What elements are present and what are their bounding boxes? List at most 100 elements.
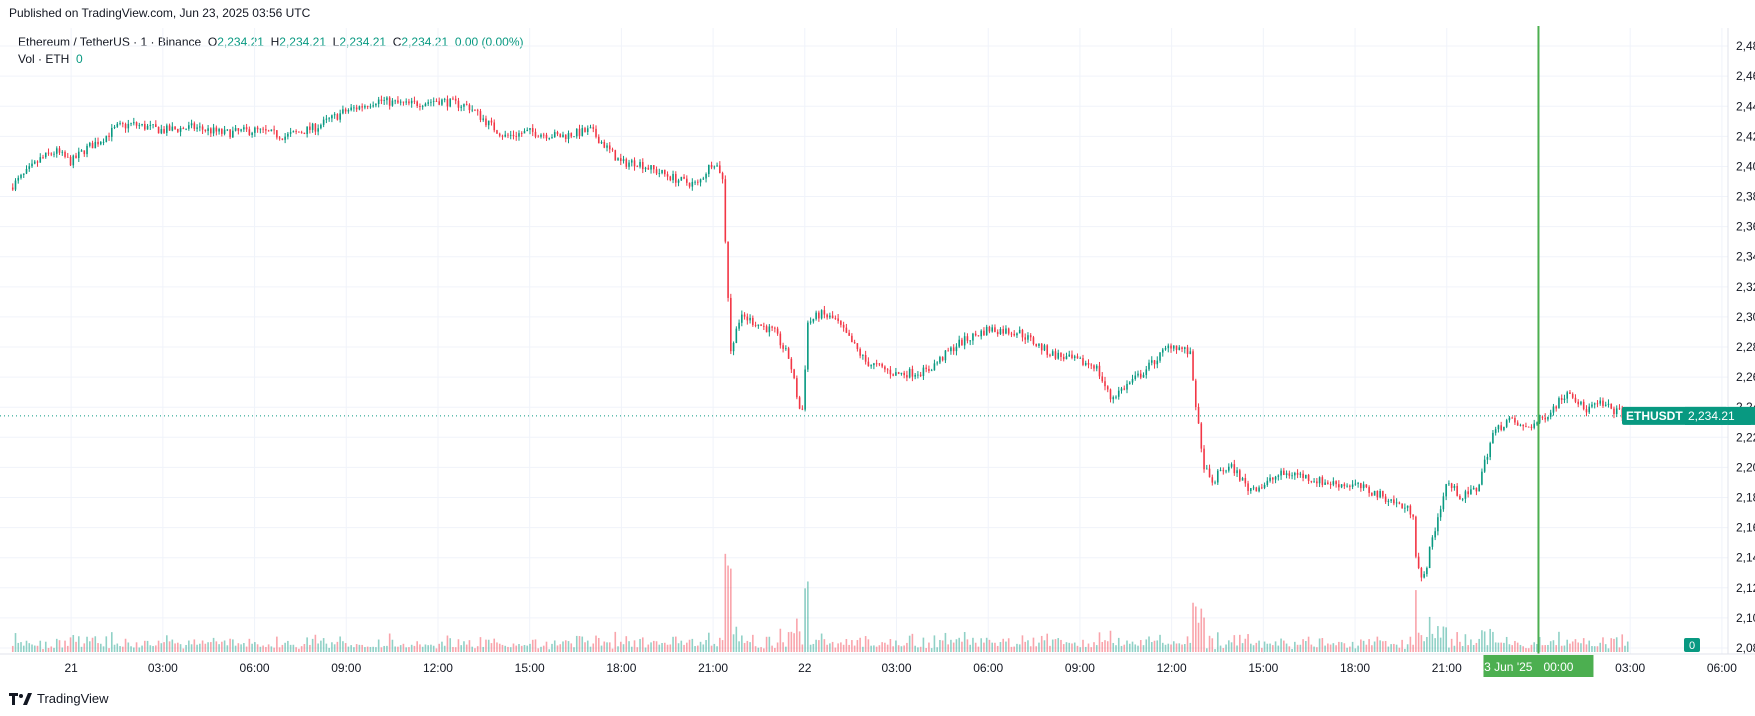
candle-body: [174, 126, 176, 130]
candle-body: [446, 99, 449, 107]
candle-body: [1472, 487, 1475, 490]
volume-bar: [1117, 637, 1120, 652]
candle-body: [17, 177, 20, 181]
volume-bar: [641, 637, 644, 652]
volume-bar: [1200, 608, 1203, 652]
candle-body: [1214, 482, 1216, 484]
volume-bar: [94, 636, 97, 652]
volume-bar: [474, 648, 476, 652]
volume-bar: [1431, 633, 1434, 652]
candle-body: [1332, 481, 1335, 485]
volume-bar: [873, 645, 875, 652]
legend-volume-label[interactable]: Vol · ETH: [18, 52, 70, 66]
volume-bar: [1470, 639, 1472, 652]
volume-bar: [900, 646, 903, 652]
volume-bar: [675, 636, 677, 652]
volume-bar: [815, 639, 817, 652]
legend-symbol[interactable]: Ethereum / TetherUS · 1 · Binance: [18, 35, 202, 49]
volume-bar: [625, 636, 628, 652]
candle-body: [1354, 483, 1357, 485]
tradingview-brand[interactable]: TradingView: [9, 691, 109, 706]
candle-body: [1602, 400, 1604, 406]
volume-bar: [1288, 646, 1291, 652]
volume-bar: [1197, 622, 1200, 652]
volume-bar: [1258, 640, 1260, 652]
volume-bar: [47, 647, 50, 652]
candle-body: [1098, 365, 1101, 377]
candle-body: [1057, 352, 1060, 359]
volume-bar: [471, 646, 474, 652]
volume-bar: [1302, 639, 1304, 652]
volume-bar: [190, 644, 193, 652]
volume-bar: [210, 642, 212, 652]
price-tick-label: 2,080.00: [1736, 641, 1755, 655]
volume-bar: [1115, 645, 1117, 652]
time-tick-label: 12:00: [1157, 661, 1187, 675]
volume-bar: [1604, 644, 1607, 652]
volume-bar: [988, 639, 991, 652]
volume-bar: [174, 643, 176, 652]
volume-bar: [776, 642, 779, 652]
volume-bar: [171, 639, 174, 652]
volume-bar: [430, 644, 432, 652]
candlestick-series: [11, 95, 1629, 582]
volume-bar: [630, 646, 633, 652]
volume-bar: [768, 636, 771, 652]
volume-bar: [124, 638, 127, 652]
candle-body: [496, 130, 498, 134]
volume-bar: [375, 647, 377, 652]
candle-body: [1398, 502, 1401, 504]
candle-body: [452, 98, 454, 100]
time-tick-label: 03:00: [148, 661, 178, 675]
volume-bar: [1046, 633, 1049, 652]
candle-body: [1145, 369, 1148, 375]
volume-bar: [804, 588, 806, 652]
volume-bar: [1365, 644, 1368, 652]
volume-bar: [1095, 645, 1098, 652]
price-tick-label: 2,440.00: [1736, 99, 1755, 113]
price-tick-label: 2,180.00: [1736, 491, 1755, 505]
candle-body: [1486, 457, 1489, 460]
candle-body: [708, 164, 710, 175]
candle-body: [366, 105, 369, 107]
candle-body: [342, 109, 344, 114]
candle-body: [212, 127, 215, 134]
volume-bar: [947, 644, 949, 652]
candle-body: [1349, 485, 1351, 487]
volume-bar: [204, 643, 207, 652]
candle-body: [1035, 343, 1038, 346]
volume-bar: [42, 649, 44, 652]
volume-bar: [897, 645, 900, 652]
candle-body: [897, 372, 900, 374]
candle-body: [256, 127, 259, 130]
candle-body: [581, 128, 584, 136]
volume-bar: [438, 643, 440, 652]
volume-bar: [1483, 631, 1486, 652]
candle-body: [248, 129, 251, 135]
volume-bar: [1109, 630, 1112, 652]
volume-bar: [248, 638, 251, 652]
legend-open-label: O: [207, 35, 218, 49]
volume-bar: [182, 648, 185, 652]
candle-body: [647, 167, 650, 170]
candle-body: [116, 123, 119, 127]
volume-bar: [1373, 641, 1376, 652]
volume-bar: [276, 636, 278, 652]
volume-bar: [201, 640, 204, 652]
volume-bar: [364, 647, 366, 652]
volume-bar: [1307, 636, 1310, 652]
candle-body: [1373, 490, 1376, 496]
volume-bar: [1582, 638, 1585, 652]
candle-body: [853, 342, 856, 344]
volume-bar: [1500, 642, 1502, 652]
volume-bar: [1494, 642, 1497, 652]
volume-bar: [889, 639, 892, 652]
volume-bar: [531, 639, 534, 652]
candle-body: [300, 132, 303, 134]
candle-body: [1514, 418, 1516, 423]
candle-body: [430, 101, 432, 103]
candle-body: [1618, 408, 1621, 410]
candle-body: [1571, 393, 1574, 398]
candle-body: [705, 174, 707, 179]
